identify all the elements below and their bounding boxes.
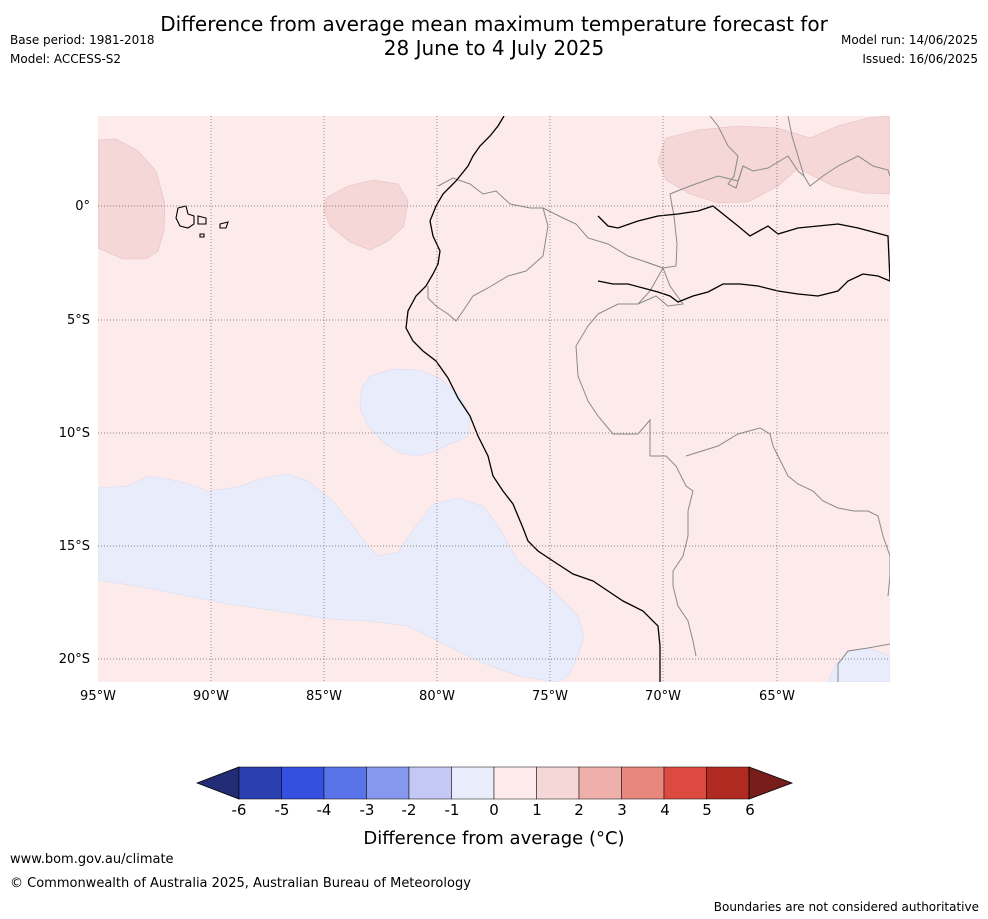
cool-anomaly-area	[359, 368, 471, 457]
graticule	[98, 116, 890, 682]
cool-anomaly-area	[98, 473, 585, 682]
colorbar-segment	[578, 766, 622, 800]
colorbar-tick: -3	[359, 801, 375, 819]
colorbar-segment	[663, 766, 707, 800]
colorbar-segment	[238, 766, 282, 800]
lon-label-65w: 65°W	[759, 689, 795, 704]
colorbar	[196, 766, 794, 800]
warm-anomaly-area	[98, 138, 166, 260]
lat-label-5s: 5°S	[66, 313, 90, 328]
colorbar-segment	[748, 766, 794, 800]
issued-date: Issued: 16/06/2025	[862, 52, 978, 66]
warm-anomaly-area	[657, 116, 890, 204]
colorbar-tick: -1	[444, 801, 460, 819]
lat-label-20s: 20°S	[58, 652, 90, 667]
colorbar-segment	[536, 766, 580, 800]
lon-label-95w: 95°W	[80, 689, 116, 704]
colorbar-tick: 5	[702, 801, 712, 819]
colorbar-tick: 4	[660, 801, 670, 819]
colorbar-tick: 1	[532, 801, 542, 819]
lat-label-0: 0°	[75, 199, 90, 214]
chart-title: Difference from average mean maximum tem…	[0, 12, 988, 60]
colorbar-label: Difference from average (°C)	[363, 828, 625, 849]
model-run: Model run: 14/06/2025	[840, 33, 978, 47]
colorbar-segment	[706, 766, 750, 800]
colorbar-segment	[323, 766, 367, 800]
lon-label-75w: 75°W	[532, 689, 568, 704]
colorbar-tick: -6	[231, 801, 247, 819]
copyright-text: © Commonwealth of Australia 2025, Austra…	[10, 876, 471, 891]
coastline	[405, 116, 890, 682]
lon-label-90w: 90°W	[193, 689, 229, 704]
lat-label-10s: 10°S	[58, 426, 90, 441]
galapagos-islands	[175, 205, 229, 238]
colorbar-tick: -4	[316, 801, 332, 819]
colorbar-tick: 0	[489, 801, 499, 819]
colorbar-segment	[621, 766, 665, 800]
base-period: Base period: 1981-2018	[10, 33, 155, 47]
colorbar-tick: 3	[617, 801, 627, 819]
disclaimer-text: Boundaries are not considered authoritat…	[713, 900, 979, 914]
lon-label-85w: 85°W	[306, 689, 342, 704]
colorbar-tick: 2	[574, 801, 584, 819]
website-link[interactable]: www.bom.gov.au/climate	[10, 852, 174, 867]
warm-anomaly-area	[323, 179, 409, 251]
colorbar-tick: -2	[401, 801, 417, 819]
colorbar-tick: -5	[274, 801, 290, 819]
colorbar-segment	[493, 766, 537, 800]
colorbar-segment	[366, 766, 410, 800]
title-line-2: 28 June to 4 July 2025	[383, 36, 605, 60]
colorbar-segment	[451, 766, 495, 800]
map-panel	[98, 116, 890, 682]
lon-label-70w: 70°W	[645, 689, 681, 704]
colorbar-segments	[196, 766, 794, 800]
lon-label-80w: 80°W	[419, 689, 455, 704]
colorbar-segment	[196, 766, 240, 800]
country-borders	[427, 116, 890, 682]
colorbar-segment	[408, 766, 452, 800]
colorbar-tick: 6	[745, 801, 755, 819]
colorbar-ticks: -6 -5 -4 -3 -2 -1 0 1 2 3 4 5 6	[0, 801, 988, 821]
title-line-1: Difference from average mean maximum tem…	[160, 12, 828, 36]
model-name: Model: ACCESS-S2	[10, 52, 122, 66]
colorbar-segment	[281, 766, 325, 800]
lat-label-15s: 15°S	[58, 539, 90, 554]
